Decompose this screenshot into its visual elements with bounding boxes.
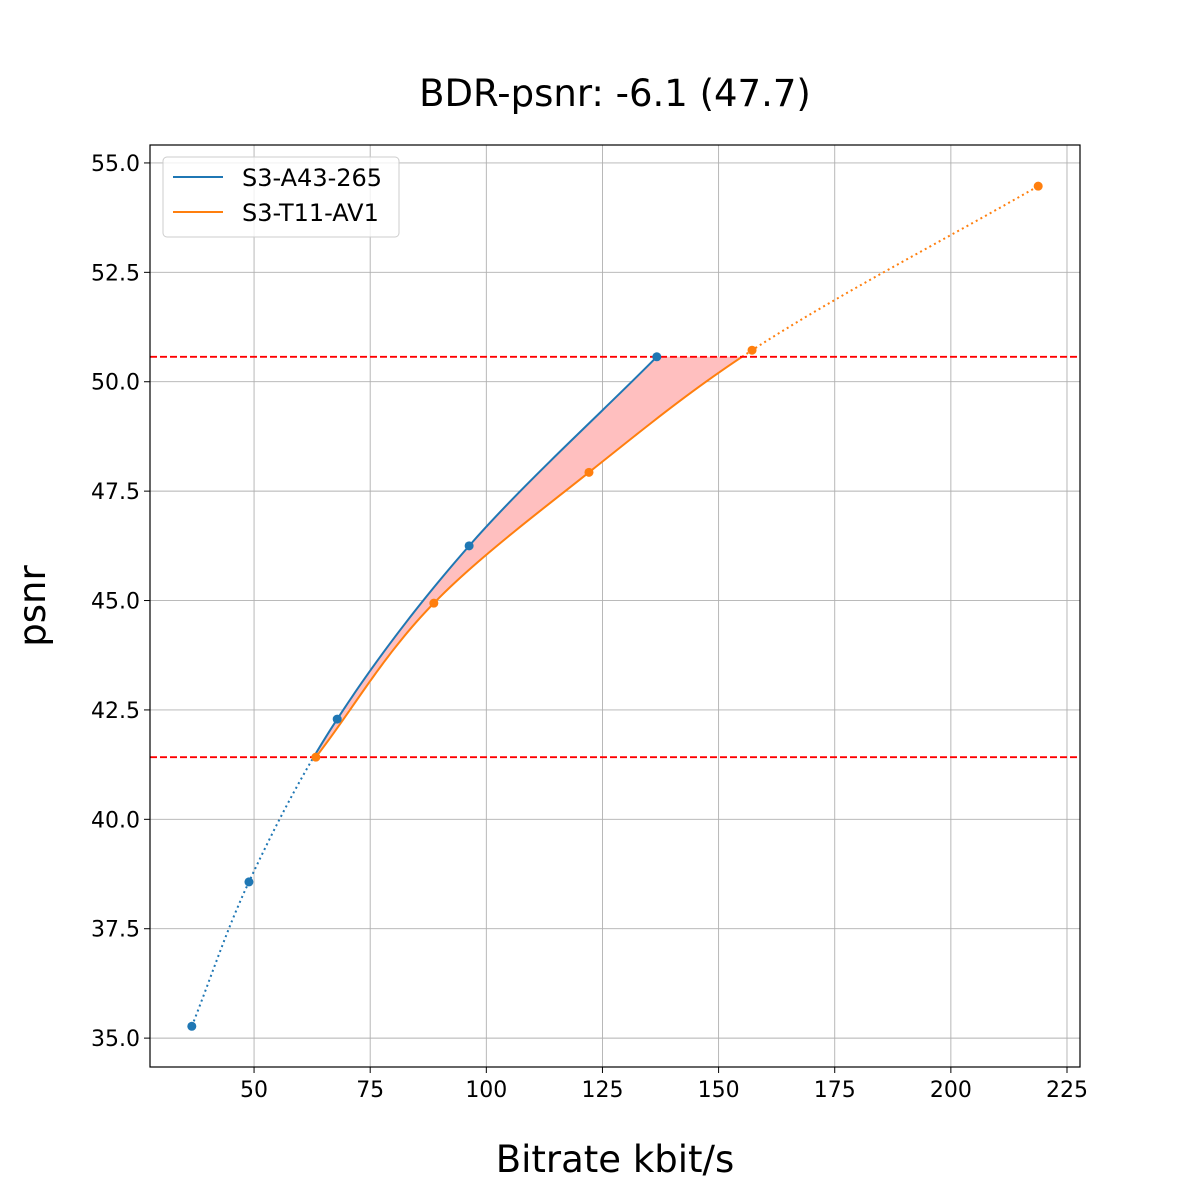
series-1-point bbox=[584, 467, 594, 477]
x-tick-label: 50 bbox=[240, 1078, 268, 1103]
y-tick-label: 45.0 bbox=[91, 590, 140, 615]
series-1-solid bbox=[315, 355, 743, 758]
series-1-point bbox=[747, 345, 757, 355]
data-points bbox=[187, 181, 1043, 1031]
series-0-point bbox=[332, 714, 342, 724]
y-axis-label: psnr bbox=[11, 565, 54, 647]
ticks: 50 75 100 125 150 175 200 225 35.0 37.5 40.0 42.5 45… bbox=[91, 152, 1088, 1103]
y-tick-label: 55.0 bbox=[91, 152, 140, 177]
chart-title: BDR-psnr: -6.1 (47.7) bbox=[419, 72, 811, 115]
series-0-point bbox=[244, 877, 254, 887]
x-tick-label: 125 bbox=[581, 1078, 623, 1103]
x-tick-label: 100 bbox=[465, 1078, 507, 1103]
grid bbox=[150, 145, 1080, 1067]
reference-lines bbox=[150, 355, 1080, 759]
legend-label-0: S3-A43-265 bbox=[242, 164, 382, 192]
curves bbox=[190, 185, 1039, 1027]
x-tick-label: 175 bbox=[814, 1078, 856, 1103]
series-0-point bbox=[187, 1021, 197, 1031]
legend: S3-A43-265 S3-T11-AV1 bbox=[162, 156, 400, 238]
y-tick-label: 50.0 bbox=[91, 371, 140, 396]
x-tick-label: 75 bbox=[356, 1078, 384, 1103]
y-tick-label: 52.5 bbox=[91, 261, 140, 286]
x-tick-label: 150 bbox=[698, 1078, 740, 1103]
series-0-dotted-low bbox=[190, 756, 315, 1027]
fill-between-area bbox=[313, 356, 743, 758]
y-tick-label: 40.0 bbox=[91, 808, 140, 833]
series-1-dotted-high bbox=[741, 185, 1039, 358]
x-tick-label: 225 bbox=[1046, 1078, 1088, 1103]
y-tick-label: 42.5 bbox=[91, 699, 140, 724]
series-1-point bbox=[1033, 181, 1043, 191]
series-0-point bbox=[652, 352, 662, 362]
x-axis-label: Bitrate kbit/s bbox=[496, 1138, 735, 1181]
series-0-point bbox=[464, 541, 474, 551]
series-1-point bbox=[311, 752, 321, 762]
series-1-point bbox=[429, 598, 439, 608]
plot-frame bbox=[149, 144, 1081, 1068]
series-0-solid bbox=[312, 356, 658, 758]
fill-between-polygon bbox=[313, 356, 743, 758]
y-tick-label: 35.0 bbox=[91, 1027, 140, 1052]
y-tick-label: 37.5 bbox=[91, 918, 140, 943]
legend-label-1: S3-T11-AV1 bbox=[242, 199, 379, 227]
x-tick-label: 200 bbox=[930, 1078, 972, 1103]
y-tick-label: 47.5 bbox=[91, 480, 140, 505]
